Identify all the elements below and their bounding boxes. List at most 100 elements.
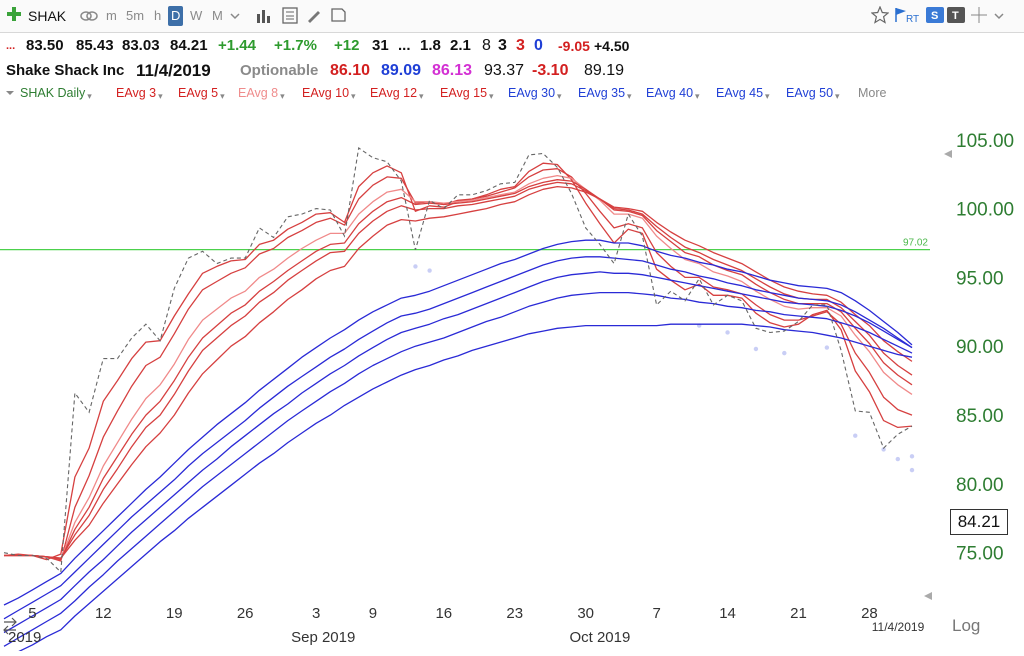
y-tick-label: 95.00 — [956, 268, 1004, 289]
faint-dot — [824, 345, 830, 350]
faint-dot — [909, 454, 915, 459]
x-tick-label: 30 — [577, 605, 594, 622]
interval-mo[interactable]: M — [212, 8, 223, 23]
interval-m[interactable]: m — [106, 8, 117, 23]
x-tick-label: 28 — [861, 605, 878, 622]
quote-value: -3.10 — [532, 62, 569, 79]
quote-value: 3 — [516, 37, 525, 54]
quote-value: 0 — [534, 37, 543, 54]
pencil-icon[interactable] — [306, 7, 322, 28]
ema-line-eavg-45 — [3, 291, 913, 647]
y-tick-label: 75.00 — [956, 544, 1004, 565]
chevron-down-icon[interactable]: ▾ — [280, 91, 285, 101]
indicator-eavg-45[interactable]: EAvg 45 ▾ — [716, 86, 770, 101]
move-icon[interactable] — [970, 6, 988, 29]
price-change: +1.44 — [218, 37, 256, 54]
indicator-eavg-8[interactable]: EAvg 8 ▾ — [238, 86, 285, 101]
open-price: 83.50 — [26, 37, 64, 54]
x-tick-label: 7 — [652, 605, 660, 622]
symbol-label[interactable]: SHAK — [28, 8, 67, 24]
star-icon[interactable] — [870, 5, 890, 29]
indicator-eavg-50[interactable]: EAvg 50 ▾ — [786, 86, 840, 101]
indicator-shak-daily[interactable]: SHAK Daily ▾ — [20, 86, 92, 101]
ema-line-eavg-30 — [3, 239, 913, 606]
chevron-down-icon[interactable]: ▾ — [627, 91, 632, 101]
x-tick-label: 21 — [790, 605, 807, 622]
quote-value: 86.10 — [330, 62, 371, 79]
interval-h[interactable]: h — [154, 8, 162, 23]
link-icon[interactable] — [80, 8, 98, 22]
indicator-eavg-30[interactable]: EAvg 30 ▾ — [508, 86, 562, 101]
interval-w[interactable]: W — [190, 8, 203, 23]
chevron-down-icon[interactable]: ▾ — [835, 91, 840, 101]
x-tick-label: 9 — [369, 605, 377, 622]
quote-line-2: Shake Shack Inc 11/4/2019 Optionable 86.… — [0, 60, 1024, 82]
indicator-eavg-35[interactable]: EAvg 35 ▾ — [578, 86, 632, 101]
add-icon[interactable] — [6, 6, 22, 22]
price-chart[interactable]: 97.02 105.00 100.00 95.00 90.00 85.00 80.00 75.… — [0, 106, 1024, 656]
more-indicators-link[interactable]: More — [858, 86, 887, 100]
faint-dot — [909, 467, 915, 473]
note-icon[interactable] — [330, 7, 346, 28]
flag-icon[interactable] — [893, 6, 909, 29]
x-tick-label: 26 — [237, 605, 254, 622]
chevron-down-icon[interactable]: ▾ — [695, 91, 700, 101]
month-label: Oct 2019 — [569, 629, 630, 646]
indicator-eavg-12[interactable]: EAvg 12 ▾ — [370, 86, 424, 101]
chevron-down-icon[interactable] — [994, 8, 1004, 28]
x-tick-label: 14 — [719, 605, 736, 622]
x-tick-label: 19 — [166, 605, 183, 622]
x-tick-label: 3 — [312, 605, 320, 622]
chevron-down-icon[interactable]: ▾ — [489, 91, 494, 101]
indicator-eavg-5[interactable]: EAvg 5 ▾ — [178, 86, 225, 101]
calculator-icon[interactable] — [282, 7, 298, 29]
x-tick-label: 16 — [435, 605, 452, 622]
chevron-down-icon[interactable]: ▾ — [765, 91, 770, 101]
x-tick-label: 23 — [506, 605, 523, 622]
scroll-up-icon — [944, 150, 952, 158]
chevron-down-icon[interactable] — [230, 8, 240, 28]
y-tick-label: 85.00 — [956, 406, 1004, 427]
indicator-legend-bar: SHAK Daily ▾ EAvg 3 ▾ EAvg 5 ▾ EAvg 8 ▾ EAvg 10 ▾… — [0, 84, 1024, 104]
y-tick-label: 100.00 — [956, 200, 1014, 221]
indicator-eavg-15[interactable]: EAvg 15 ▾ — [440, 86, 494, 101]
svg-text:S: S — [931, 10, 938, 22]
month-label: Sep 2019 — [291, 629, 355, 646]
t-icon[interactable]: T — [947, 7, 965, 28]
chevron-down-icon[interactable]: ▾ — [419, 91, 424, 101]
log-scale-toggle[interactable]: Log — [952, 616, 980, 635]
rt-icon[interactable]: RT — [906, 14, 920, 25]
chevron-down-icon[interactable]: ▾ — [158, 91, 163, 101]
interval-5m[interactable]: 5m — [126, 8, 145, 23]
ema-line-eavg-5 — [4, 168, 913, 562]
y-tick-label: 90.00 — [956, 337, 1004, 358]
quote-value: +12 — [334, 37, 360, 54]
quote-line-1: ... 83.50 85.43 83.03 84.21 +1.44 +1.7% … — [0, 35, 1024, 57]
quote-value: 89.09 — [381, 62, 422, 79]
faint-dot — [853, 433, 858, 438]
chevron-down-icon[interactable]: ▾ — [220, 91, 225, 101]
quote-ellipsis[interactable]: ... — [6, 40, 16, 52]
ema-line-eavg-35 — [3, 256, 913, 620]
y-tick-label: 105.00 — [956, 131, 1014, 152]
faint-dot — [881, 447, 886, 452]
indicator-eavg-10[interactable]: EAvg 10 ▾ — [302, 86, 356, 101]
bar-chart-icon[interactable] — [256, 8, 274, 29]
quote-value: ... — [398, 37, 411, 54]
indicator-eavg-40[interactable]: EAvg 40 ▾ — [646, 86, 700, 101]
y-tick-label: 80.00 — [956, 475, 1004, 496]
s-icon[interactable]: S — [926, 7, 944, 28]
quote-value: 2.1 — [450, 37, 471, 54]
chevron-down-icon[interactable]: ▾ — [87, 91, 92, 101]
chart-area: 97.02 105.00 100.00 95.00 90.00 85.00 80.00 75.… — [0, 106, 1024, 656]
chevron-down-icon[interactable]: ▾ — [557, 91, 562, 101]
quote-value: 89.19 — [584, 62, 625, 79]
interval-d[interactable]: D — [168, 6, 184, 26]
price-change-pct: +1.7% — [274, 37, 317, 54]
scroll-down-icon — [924, 592, 932, 600]
faint-dot — [753, 346, 759, 352]
indicator-eavg-3[interactable]: EAvg 3 ▾ — [116, 86, 163, 101]
quote-value: 86.13 — [432, 62, 473, 79]
chevron-down-icon[interactable]: ▾ — [351, 91, 356, 101]
chevron-down-icon[interactable] — [6, 87, 14, 101]
